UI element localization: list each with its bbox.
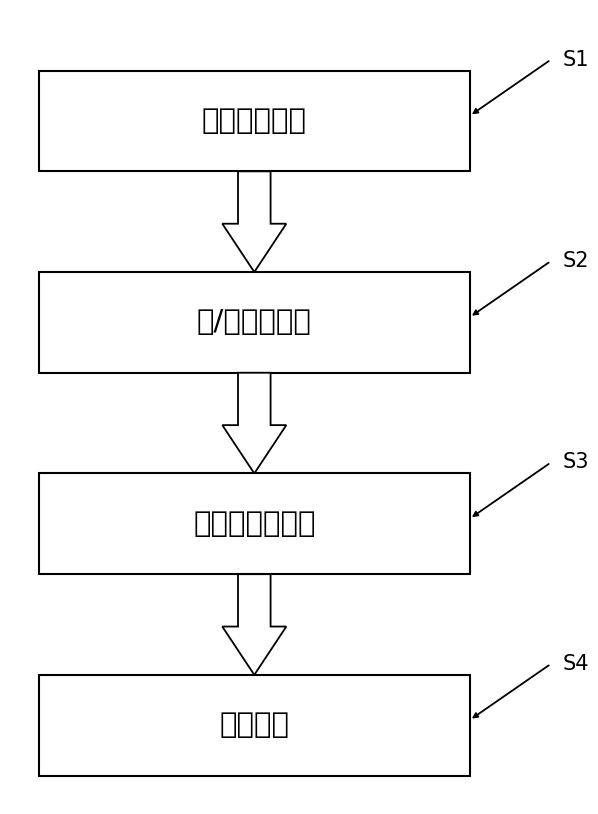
- Polygon shape: [222, 373, 286, 474]
- Text: 反应成膜: 反应成膜: [219, 711, 289, 739]
- Text: S1: S1: [563, 50, 589, 69]
- Text: 铬/钓离子轰击: 铬/钓离子轰击: [197, 309, 312, 336]
- Text: S4: S4: [563, 654, 589, 674]
- Text: 铬硅靶中频溅射: 铬硅靶中频溅射: [193, 510, 316, 538]
- Bar: [39, 71, 469, 171]
- Polygon shape: [222, 574, 286, 675]
- Polygon shape: [222, 171, 286, 272]
- Text: S2: S2: [563, 251, 589, 271]
- Text: S3: S3: [563, 453, 589, 472]
- Bar: [39, 474, 469, 574]
- Bar: [39, 675, 469, 776]
- Bar: [39, 272, 469, 373]
- Text: 氩离子的清洗: 氩离子的清洗: [202, 107, 307, 135]
